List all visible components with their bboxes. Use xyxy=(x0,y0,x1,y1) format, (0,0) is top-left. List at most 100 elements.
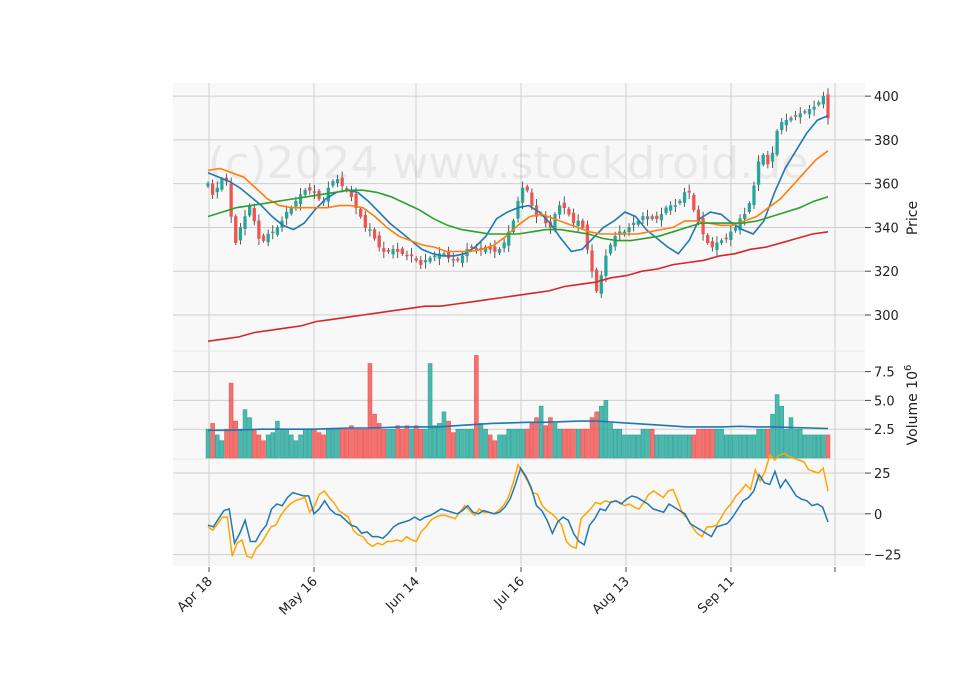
volume-bar xyxy=(686,434,692,459)
volume-bar xyxy=(298,434,303,459)
volume-bar xyxy=(673,434,678,459)
volume-bar xyxy=(233,420,239,459)
volume-bar xyxy=(238,428,243,459)
candle-body xyxy=(493,246,497,252)
volume-bar xyxy=(649,428,655,459)
volume-bar xyxy=(719,428,724,459)
volume-bar xyxy=(413,425,419,459)
volume-bar xyxy=(723,434,729,459)
volume-bar xyxy=(349,425,354,459)
candle-body xyxy=(229,183,233,217)
volume-bar xyxy=(659,434,664,459)
volume-bar xyxy=(529,423,535,459)
volume-bar xyxy=(418,428,424,459)
volume-bar xyxy=(353,428,359,459)
candle-body xyxy=(664,207,668,214)
volume-bar xyxy=(372,413,377,459)
candle-body xyxy=(590,250,594,272)
candle-body xyxy=(803,111,807,113)
volume-bar xyxy=(751,434,757,459)
candle-body xyxy=(483,246,488,253)
volume-bar xyxy=(626,434,632,459)
candle-body xyxy=(780,122,784,131)
volume-bar xyxy=(339,428,345,459)
volume-bar xyxy=(492,440,498,459)
volume-bar xyxy=(441,411,447,459)
candle-body xyxy=(793,115,798,117)
candle-body xyxy=(391,249,395,255)
candle-body xyxy=(497,249,502,254)
volume-bar xyxy=(321,434,326,459)
volume-bar xyxy=(261,440,266,459)
candle-body xyxy=(706,235,710,244)
candle-body xyxy=(428,257,432,262)
x-tick-label: Jun 14 xyxy=(383,574,423,614)
candle-body xyxy=(641,216,645,220)
volume-bar xyxy=(562,428,567,459)
volume-bar xyxy=(608,423,613,459)
candle-body xyxy=(595,269,599,292)
volume-bar xyxy=(247,417,252,459)
volume-bar xyxy=(289,434,294,459)
volume-bar xyxy=(432,425,437,459)
candle-body xyxy=(502,242,506,249)
candle-body xyxy=(331,181,335,186)
volume-bar xyxy=(302,428,308,459)
moving-average-line-2 xyxy=(207,150,829,253)
candle-body xyxy=(817,102,821,105)
candle-body xyxy=(507,231,511,246)
oscillator-tick-label: 25 xyxy=(874,467,891,482)
candle-body xyxy=(442,253,446,255)
oscillator-layer xyxy=(207,452,829,559)
candle-body xyxy=(516,200,520,219)
candle-body xyxy=(743,214,747,219)
volume-bar xyxy=(599,405,604,459)
candle-body xyxy=(359,208,363,217)
candle-body xyxy=(558,205,562,215)
volume-bar xyxy=(423,428,428,459)
price-tick-label: 380 xyxy=(874,134,899,149)
candle-body xyxy=(266,233,270,243)
volume-layer xyxy=(205,355,831,459)
candle-body xyxy=(789,117,793,121)
volume-bar xyxy=(793,428,798,459)
volume-bar xyxy=(270,432,276,459)
candle-body xyxy=(248,205,252,216)
volume-bar xyxy=(760,428,766,459)
volume-bar xyxy=(557,428,562,459)
candle-body xyxy=(733,227,738,231)
x-tick-label: Jul 16 xyxy=(491,574,528,611)
candle-body xyxy=(372,229,377,239)
volume-bar xyxy=(469,428,474,459)
volume-bar xyxy=(733,434,738,459)
volume-bar xyxy=(788,417,794,459)
candle-body xyxy=(576,220,580,226)
volume-bar xyxy=(515,428,521,459)
volume-bar xyxy=(691,434,697,459)
candle-body xyxy=(414,258,418,261)
candle-body xyxy=(599,275,603,294)
volume-bar xyxy=(797,428,803,459)
candle-body xyxy=(400,248,404,254)
candle-body xyxy=(451,259,455,261)
volume-bar xyxy=(552,423,558,459)
volume-bar xyxy=(816,434,821,459)
volume-bar xyxy=(821,434,826,459)
candle-body xyxy=(470,246,474,248)
oscillator-tick-label: −25 xyxy=(874,549,901,564)
candle-body xyxy=(669,205,673,211)
candle-body xyxy=(257,220,261,239)
candle-body xyxy=(303,189,307,195)
candle-body xyxy=(243,216,247,230)
volume-bar xyxy=(594,411,599,459)
volume-bar xyxy=(395,425,400,459)
volume-bar xyxy=(696,428,701,459)
candle-body xyxy=(456,258,460,261)
volume-bar xyxy=(520,428,525,459)
candle-body xyxy=(206,183,210,187)
candle-body xyxy=(756,161,761,185)
candle-body xyxy=(784,119,788,126)
volume-bar xyxy=(617,428,623,459)
candle-body xyxy=(581,220,585,228)
volume-tick-label: 2.5 xyxy=(874,423,895,438)
